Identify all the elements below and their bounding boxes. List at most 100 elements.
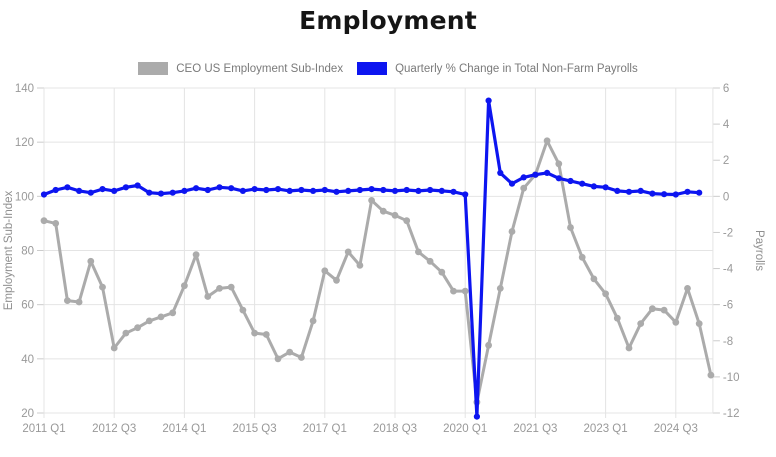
data-point-marker[interactable] [99, 186, 106, 193]
data-point-marker[interactable] [649, 190, 656, 197]
data-point-marker[interactable] [40, 191, 48, 198]
data-point-marker[interactable] [438, 187, 445, 194]
data-point-marker[interactable] [122, 184, 129, 191]
data-point-marker[interactable] [660, 306, 668, 314]
data-point-marker[interactable] [637, 320, 645, 327]
data-point-marker[interactable] [169, 189, 176, 196]
data-point-marker[interactable] [473, 413, 480, 420]
data-point-marker[interactable] [134, 182, 141, 189]
data-point-marker[interactable] [193, 185, 200, 192]
data-point-marker[interactable] [298, 186, 305, 194]
data-point-marker[interactable] [321, 186, 328, 194]
data-point-marker[interactable] [637, 187, 644, 194]
legend-item-payrolls[interactable]: Quarterly % Change in Total Non-Farm Pay… [357, 62, 638, 75]
data-point-marker[interactable] [333, 188, 340, 195]
data-point-marker[interactable] [450, 287, 457, 295]
data-point-marker[interactable] [485, 97, 492, 104]
data-point-marker[interactable] [497, 169, 504, 176]
data-point-marker[interactable] [485, 341, 492, 349]
data-point-marker[interactable] [286, 187, 293, 194]
data-point-marker[interactable] [450, 188, 457, 195]
data-point-marker[interactable] [157, 190, 165, 197]
data-point-marker[interactable] [403, 186, 410, 194]
data-point-marker[interactable] [204, 186, 211, 194]
data-point-marker[interactable] [356, 186, 363, 194]
data-point-marker[interactable] [520, 174, 527, 181]
data-point-marker[interactable] [228, 185, 235, 192]
data-point-marker[interactable] [310, 187, 317, 194]
data-point-marker[interactable] [110, 344, 118, 352]
data-point-marker[interactable] [672, 191, 679, 198]
data-point-marker[interactable] [578, 253, 586, 261]
data-point-marker[interactable] [590, 183, 598, 190]
data-point-marker[interactable] [602, 290, 609, 298]
data-point-marker[interactable] [543, 137, 551, 145]
data-point-marker[interactable] [380, 186, 387, 194]
data-point-marker[interactable] [684, 188, 691, 195]
data-point-marker[interactable] [368, 197, 375, 204]
data-point-marker[interactable] [520, 184, 528, 192]
data-point-marker[interactable] [602, 184, 609, 191]
data-point-marker[interactable] [461, 287, 469, 295]
data-point-marker[interactable] [590, 275, 598, 283]
data-point-marker[interactable] [544, 169, 551, 176]
data-point-marker[interactable] [274, 355, 282, 363]
data-point-marker[interactable] [239, 187, 246, 194]
data-point-marker[interactable] [391, 187, 399, 194]
data-point-marker[interactable] [262, 331, 270, 338]
data-point-marker[interactable] [75, 298, 83, 306]
data-point-marker[interactable] [415, 248, 422, 256]
data-point-marker[interactable] [263, 186, 270, 194]
data-point-marker[interactable] [613, 314, 621, 322]
data-point-marker[interactable] [532, 171, 539, 178]
data-point-marker[interactable] [555, 175, 562, 182]
data-point-marker[interactable] [64, 297, 71, 304]
data-point-marker[interactable] [192, 251, 200, 258]
data-point-marker[interactable] [368, 186, 375, 193]
data-point-marker[interactable] [695, 320, 703, 327]
data-point-marker[interactable] [146, 189, 153, 196]
data-point-marker[interactable] [672, 318, 680, 326]
data-point-marker[interactable] [579, 180, 586, 187]
data-point-marker[interactable] [555, 160, 563, 168]
data-point-marker[interactable] [309, 317, 317, 325]
data-point-marker[interactable] [379, 207, 387, 215]
data-point-marker[interactable] [76, 187, 83, 194]
data-point-marker[interactable] [227, 283, 235, 291]
data-point-marker[interactable] [204, 293, 212, 300]
data-point-marker[interactable] [391, 211, 399, 219]
data-point-marker[interactable] [661, 191, 668, 198]
data-point-marker[interactable] [438, 268, 446, 276]
data-point-marker[interactable] [696, 189, 703, 196]
data-point-marker[interactable] [181, 187, 188, 194]
data-point-marker[interactable] [707, 371, 715, 379]
data-point-marker[interactable] [216, 184, 223, 191]
data-point-marker[interactable] [427, 186, 434, 194]
data-point-marker[interactable] [157, 313, 165, 321]
data-point-marker[interactable] [251, 329, 258, 337]
data-point-marker[interactable] [496, 285, 504, 292]
data-point-marker[interactable] [614, 187, 621, 194]
data-point-marker[interactable] [52, 220, 60, 227]
data-point-marker[interactable] [169, 309, 177, 317]
data-point-marker[interactable] [426, 257, 434, 265]
data-point-marker[interactable] [567, 224, 574, 231]
data-point-marker[interactable] [684, 285, 691, 292]
data-point-marker[interactable] [87, 189, 94, 196]
data-point-marker[interactable] [508, 180, 516, 187]
data-point-marker[interactable] [625, 344, 633, 352]
data-point-marker[interactable] [286, 348, 294, 356]
data-point-marker[interactable] [64, 184, 71, 191]
data-point-marker[interactable] [122, 329, 130, 337]
data-point-marker[interactable] [181, 282, 188, 290]
data-point-marker[interactable] [567, 177, 574, 185]
data-point-marker[interactable] [239, 306, 247, 314]
data-point-marker[interactable] [415, 187, 422, 194]
data-point-marker[interactable] [99, 283, 106, 291]
data-point-marker[interactable] [40, 217, 48, 225]
data-point-marker[interactable] [145, 317, 153, 325]
data-point-marker[interactable] [321, 267, 329, 275]
data-point-marker[interactable] [333, 276, 340, 284]
data-point-marker[interactable] [111, 187, 118, 194]
data-point-marker[interactable] [625, 188, 633, 195]
